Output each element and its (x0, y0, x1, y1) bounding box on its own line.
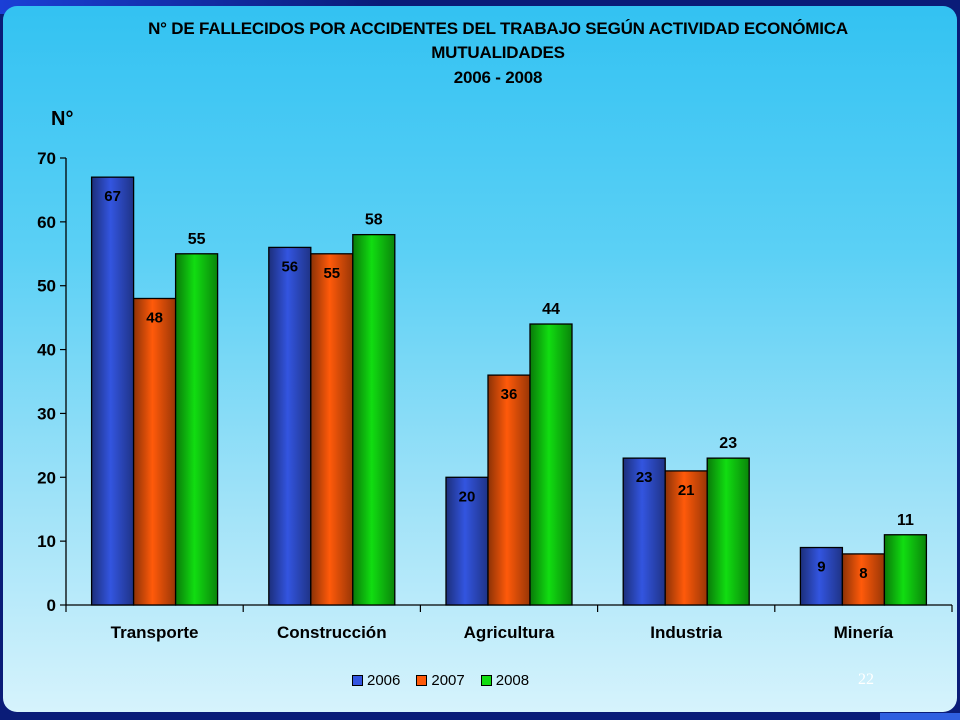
bar-2007-0 (132, 297, 177, 606)
legend-swatch-2007 (416, 675, 428, 686)
data-label-2008-4: 11 (897, 512, 914, 529)
y-tick-label: 60 (37, 213, 56, 232)
bar-2007-1 (310, 253, 354, 606)
bar-2008-2 (529, 323, 573, 606)
chart-legend: 2006 2007 2008 (352, 672, 535, 689)
legend-label-2008: 2008 (495, 672, 530, 689)
bar-2006-2 (445, 476, 489, 606)
legend-item-2007: 2007 (416, 672, 465, 689)
data-label-2006-2: 20 (459, 488, 476, 505)
y-tick-label: 0 (47, 596, 56, 615)
x-tick-label-3: Industria (650, 623, 722, 642)
y-tick-label: 20 (37, 468, 56, 487)
y-axis-label: N° (51, 108, 74, 130)
y-tick-label: 50 (37, 277, 56, 296)
y-tick-label: 40 (37, 341, 56, 360)
bar-2007-2 (487, 374, 531, 606)
bar-2008-1 (352, 233, 396, 606)
chart-title-line-1: N° DE FALLECIDOS POR ACCIDENTES DEL TRAB… (148, 19, 848, 38)
bar-2006-4 (799, 546, 844, 606)
bar-2007-3 (664, 470, 708, 606)
bar-2008-4 (883, 534, 928, 606)
page-number: 22 (858, 671, 874, 688)
bar-2006-1 (268, 246, 312, 606)
corner-decoration (880, 713, 960, 720)
data-label-2007-4: 8 (859, 565, 867, 582)
data-label-2007-2: 36 (501, 386, 518, 403)
x-tick-label-2: Agricultura (464, 623, 555, 642)
x-tick-label-4: Minería (834, 623, 894, 642)
y-tick-label: 70 (37, 149, 56, 168)
y-tick-label: 10 (37, 532, 56, 551)
bar-2007-4 (841, 553, 886, 606)
chart-title-line-2: MUTUALIDADES (431, 43, 565, 62)
bar-2006-3 (622, 457, 666, 606)
data-label-2008-0: 55 (188, 231, 206, 248)
data-label-2008-1: 58 (365, 212, 383, 229)
data-label-2007-1: 55 (323, 265, 340, 282)
data-label-2008-3: 23 (719, 435, 737, 452)
x-tick-label-1: Construcción (277, 623, 387, 642)
chart-title-line-3: 2006 - 2008 (453, 68, 543, 87)
legend-label-2007: 2007 (431, 672, 465, 689)
x-tick-label-0: Transporte (111, 623, 199, 642)
data-label-2007-3: 21 (678, 482, 695, 499)
bar-2008-0 (174, 253, 219, 606)
legend-swatch-2006 (352, 675, 363, 686)
legend-swatch-2008 (480, 675, 492, 686)
data-label-2006-1: 56 (281, 258, 298, 275)
legend-label-2006: 2006 (367, 672, 401, 689)
data-label-2006-4: 9 (817, 559, 825, 576)
data-label-2008-2: 44 (542, 301, 560, 318)
legend-item-2006: 2006 (352, 672, 400, 689)
y-tick-label: 30 (37, 404, 56, 423)
bar-2006-0 (90, 176, 135, 606)
bar-2008-3 (706, 457, 750, 606)
data-label-2006-0: 67 (104, 188, 121, 205)
data-label-2006-3: 23 (636, 469, 653, 486)
legend-item-2008: 2008 (480, 672, 530, 689)
data-label-2007-0: 48 (146, 309, 163, 326)
